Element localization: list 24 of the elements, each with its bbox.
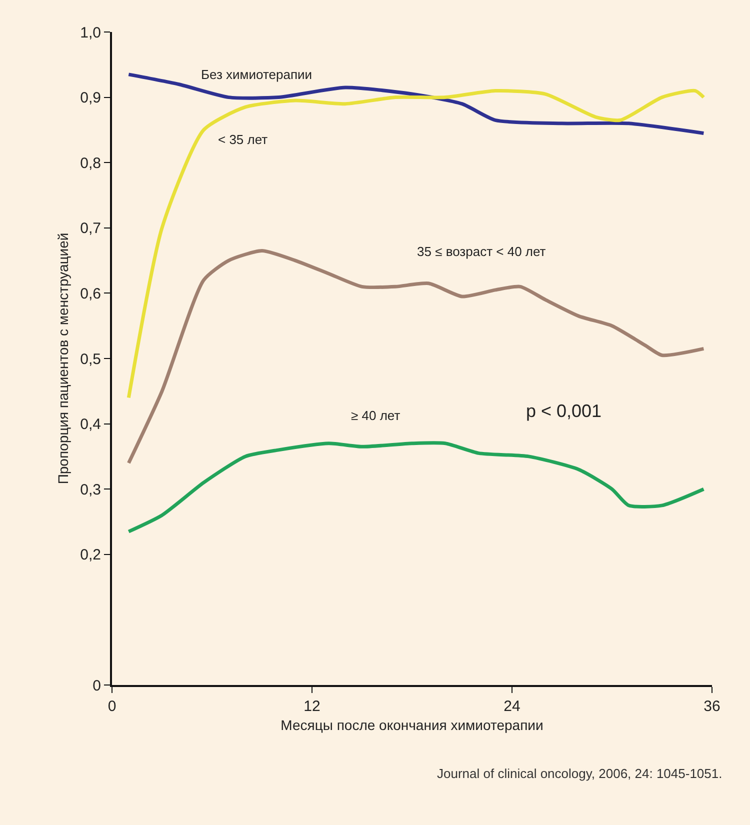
y-tick-label: 0,3 (80, 481, 101, 498)
line-series (126, 88, 706, 400)
annotation: p < 0,001 (526, 401, 602, 421)
y-tick-label: 0 (92, 677, 101, 694)
y-tick-label: 0,2 (80, 546, 101, 564)
series-label: < 35 лет (218, 132, 268, 147)
line-series (126, 441, 706, 534)
x-tick-label: 24 (504, 698, 520, 715)
series-label: Без химиотерапии (201, 67, 312, 82)
x-tick-label: 12 (304, 698, 320, 715)
x-tick-label: 36 (704, 698, 720, 715)
y-tick-label: 1,0 (80, 24, 101, 42)
y-tick-label: 0,9 (80, 90, 101, 107)
series-label: ≥ 40 лет (351, 408, 400, 423)
x-axis-title: Месяцы после окончания химиотерапии (280, 716, 544, 733)
text: Journal of clinical oncology, 2006, 24: 1045-1051. (437, 766, 722, 781)
y-axis-title: Пропорция пациентов с менструацией (55, 232, 72, 484)
y-tick-label: 0,8 (80, 154, 101, 172)
series-label: 35 ≤ возраст < 40 лет (417, 244, 546, 259)
y-tick-label: 0,7 (80, 220, 101, 238)
y-tick-label: 0,6 (80, 285, 101, 302)
y-tick-label: 0,4 (80, 416, 101, 434)
y-tick-label: 0,5 (80, 350, 101, 368)
x-tick-label: 0 (108, 698, 116, 715)
